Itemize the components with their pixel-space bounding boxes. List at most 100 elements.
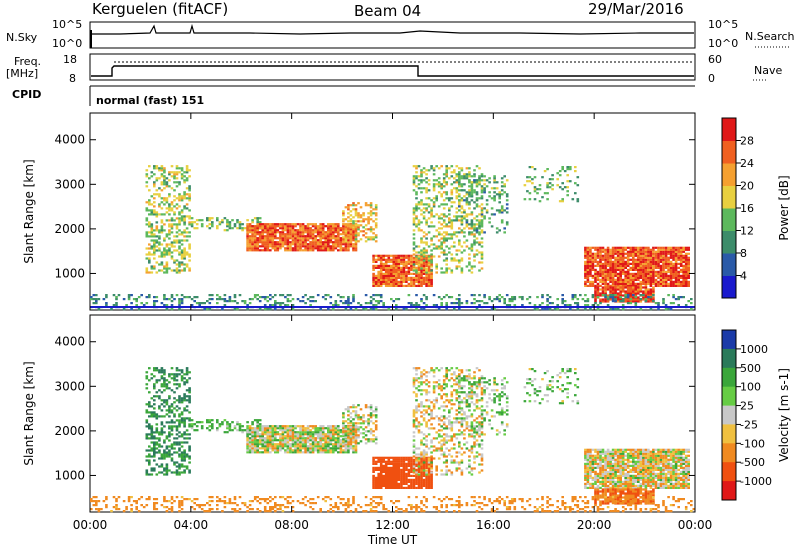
range-gate-cell [626, 278, 630, 281]
range-gate-cell [445, 233, 448, 236]
range-gate-cell [412, 241, 416, 244]
range-gate-cell [165, 435, 169, 438]
range-gate-cell [233, 223, 237, 226]
range-gate-cell [659, 252, 663, 255]
nave-tick-bottom: 0 [708, 72, 715, 85]
range-gate-cell [281, 435, 285, 438]
range-gate-cell [284, 431, 287, 434]
range-gate-cell [558, 186, 562, 189]
range-gate-cell [200, 302, 204, 305]
range-gate-cell [228, 225, 232, 228]
range-gate-cell [621, 282, 625, 285]
range-gate-cell [299, 231, 302, 234]
range-gate-cell [611, 278, 615, 281]
range-gate-cell [455, 215, 459, 218]
range-gate-cell [170, 409, 174, 412]
range-gate-cell [468, 193, 471, 196]
range-gate-cell [269, 451, 272, 454]
range-gate-cell [611, 268, 615, 271]
range-gate-cell [652, 250, 655, 253]
range-gate-cell [221, 423, 224, 426]
range-gate-cell [614, 290, 617, 293]
range-gate-cell [354, 210, 358, 213]
range-gate-cell [246, 437, 249, 440]
range-gate-cell [642, 296, 645, 299]
range-gate-cell [594, 300, 597, 303]
range-gate-cell [556, 298, 559, 301]
range-gate-cell [304, 247, 307, 250]
range-gate-cell [180, 169, 184, 172]
range-gate-cell [637, 284, 640, 287]
range-gate-cell [263, 245, 267, 248]
range-gate-cell [379, 270, 383, 273]
range-gate-cell [679, 256, 683, 259]
range-gate-cell [473, 217, 476, 220]
range-gate-cell [485, 179, 489, 182]
range-gate-cell [427, 266, 431, 269]
range-gate-cell [412, 282, 416, 285]
range-gate-cell [596, 308, 600, 311]
range-gate-cell [311, 247, 315, 250]
range-gate-cell [632, 260, 635, 263]
range-gate-cell [427, 263, 431, 266]
range-gate-cell [349, 243, 353, 246]
range-gate-cell [379, 276, 383, 279]
range-gate-cell [672, 296, 675, 299]
range-gate-cell [369, 296, 373, 299]
range-gate-cell [505, 207, 509, 210]
range-gate-cell [379, 266, 383, 269]
range-gate-cell [359, 422, 363, 425]
range-gate-cell [634, 276, 638, 279]
range-gate-cell [614, 248, 617, 251]
range-gate-cell [150, 405, 154, 408]
range-gate-cell [279, 247, 282, 250]
power-data-cells [90, 165, 696, 311]
range-gate-cell [311, 451, 315, 454]
range-gate-cell [460, 217, 464, 220]
range-gate-cell [425, 296, 428, 299]
range-gate-cell [253, 449, 257, 452]
range-gate-cell [163, 469, 166, 472]
range-gate-cell [616, 258, 620, 261]
range-gate-cell [175, 451, 179, 454]
range-gate-cell [417, 264, 421, 267]
range-gate-cell [253, 249, 257, 252]
range-gate-cell [316, 233, 320, 236]
range-gate-cell [632, 246, 635, 249]
range-gate-cell [274, 294, 277, 297]
range-gate-cell [153, 302, 156, 305]
range-gate-cell [599, 272, 602, 275]
range-gate-cell [667, 258, 670, 261]
range-gate-cell [649, 282, 653, 285]
range-gate-cell [503, 185, 506, 188]
range-gate-cell [276, 433, 280, 436]
range-gate-cell [359, 416, 363, 419]
range-gate-cell [294, 231, 297, 234]
range-gate-cell [155, 225, 159, 228]
range-gate-cell [178, 385, 181, 388]
range-gate-cell [251, 439, 254, 442]
range-gate-cell [175, 419, 179, 422]
range-gate-cell [173, 269, 176, 272]
range-gate-cell [339, 449, 343, 452]
range-gate-cell [211, 427, 214, 430]
range-gate-cell [299, 431, 302, 434]
range-gate-cell [609, 256, 612, 259]
range-gate-cell [493, 187, 496, 190]
range-gate-cell [422, 308, 426, 311]
range-gate-cell [455, 259, 459, 262]
range-gate-cell [626, 250, 630, 253]
range-gate-cell [148, 261, 151, 264]
range-gate-cell [256, 249, 259, 252]
range-gate-cell [266, 233, 270, 236]
range-gate-cell [347, 410, 350, 413]
range-gate-cell [253, 233, 257, 236]
range-gate-cell [614, 296, 617, 299]
range-gate-cell [422, 278, 426, 281]
range-gate-cell [344, 234, 348, 237]
range-gate-cell [621, 254, 625, 257]
range-gate-cell [632, 262, 635, 265]
range-gate-cell [442, 199, 446, 202]
range-gate-cell [473, 189, 476, 192]
range-gate-cell [427, 183, 431, 186]
